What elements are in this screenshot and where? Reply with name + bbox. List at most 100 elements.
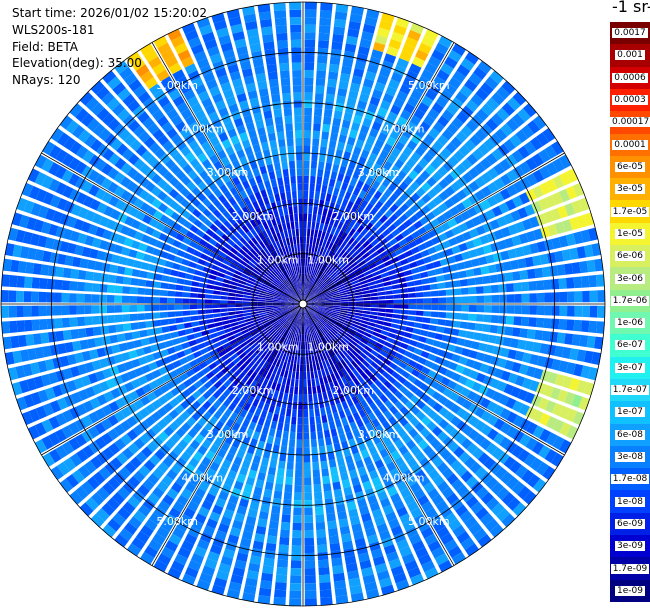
range-gate xyxy=(532,255,542,266)
range-gate xyxy=(437,349,447,358)
range-gate xyxy=(303,288,305,297)
range-gate xyxy=(378,577,393,588)
range-gate xyxy=(252,333,261,340)
range-gate xyxy=(202,352,212,360)
range-gate xyxy=(264,419,271,428)
range-gate xyxy=(290,24,302,33)
range-gate xyxy=(292,530,302,538)
range-gate xyxy=(295,228,299,237)
range-gate xyxy=(99,305,107,314)
range-gate xyxy=(171,463,183,475)
range-gate xyxy=(311,285,317,292)
range-gate xyxy=(298,258,301,267)
range-gate xyxy=(538,198,550,211)
range-gate xyxy=(352,368,360,377)
range-gate xyxy=(361,316,370,322)
range-gate xyxy=(355,304,364,307)
range-gate xyxy=(355,309,363,314)
range-gate xyxy=(300,326,302,335)
range-gate xyxy=(218,349,227,357)
range-gate xyxy=(486,195,498,207)
range-gate xyxy=(290,221,295,230)
range-gate xyxy=(217,330,226,336)
range-gate xyxy=(270,339,277,347)
range-gate xyxy=(356,256,364,264)
range-gate xyxy=(432,260,442,268)
range-gate xyxy=(294,310,299,317)
range-gate xyxy=(471,216,482,227)
range-gate xyxy=(494,128,508,142)
range-gate xyxy=(295,145,303,154)
range-gate xyxy=(141,446,153,458)
range-gate xyxy=(240,537,252,548)
range-gate xyxy=(309,259,313,267)
range-gate xyxy=(305,289,309,297)
range-gate xyxy=(491,391,503,403)
range-gate xyxy=(335,281,344,287)
range-gate xyxy=(308,294,316,300)
range-gate xyxy=(307,333,311,342)
range-gate xyxy=(305,310,310,319)
range-gate xyxy=(365,386,374,396)
range-gate xyxy=(304,62,315,71)
range-gate xyxy=(242,592,256,602)
range-gate xyxy=(434,225,444,235)
range-gate xyxy=(404,208,414,218)
range-gate xyxy=(571,262,581,274)
range-gate xyxy=(312,130,321,139)
range-gate xyxy=(547,372,558,385)
range-gate xyxy=(328,63,340,73)
range-gate xyxy=(361,389,369,399)
range-gate xyxy=(227,470,237,480)
range-gate xyxy=(274,406,281,415)
range-gate xyxy=(376,320,385,325)
range-gate xyxy=(122,323,132,332)
range-gate xyxy=(356,354,365,363)
range-gate xyxy=(357,45,370,56)
range-gate xyxy=(291,371,296,379)
range-gate xyxy=(73,377,84,390)
range-gate xyxy=(392,289,401,294)
range-gate xyxy=(233,405,242,415)
range-gate xyxy=(327,520,338,530)
range-gate xyxy=(523,141,537,155)
range-gate xyxy=(315,85,325,94)
range-gate xyxy=(54,279,63,290)
range-gate xyxy=(280,304,288,307)
range-gate xyxy=(404,350,414,359)
range-gate xyxy=(243,312,252,317)
range-gate xyxy=(269,140,278,149)
range-gate xyxy=(536,241,547,253)
range-gate xyxy=(506,426,518,439)
range-gate xyxy=(333,305,341,308)
range-gate xyxy=(454,346,464,355)
range-gate xyxy=(331,557,343,567)
range-gate xyxy=(314,339,319,347)
range-gate xyxy=(157,418,168,430)
range-gate xyxy=(318,445,326,455)
range-gate xyxy=(273,310,282,314)
range-gate xyxy=(122,276,132,285)
range-gate xyxy=(259,385,266,394)
range-gate xyxy=(591,351,601,365)
range-gate xyxy=(293,394,298,402)
range-gate xyxy=(533,368,544,380)
range-gate xyxy=(296,326,300,334)
range-gate xyxy=(314,229,319,238)
range-gate xyxy=(65,474,79,488)
range-gate xyxy=(261,572,273,582)
range-gate xyxy=(225,501,237,512)
range-gate xyxy=(362,359,370,368)
range-gate xyxy=(340,385,347,394)
range-gate xyxy=(417,102,430,114)
range-gate xyxy=(278,460,286,470)
range-gate xyxy=(229,284,238,290)
range-gate xyxy=(219,414,229,424)
range-gate xyxy=(37,389,49,403)
range-gate xyxy=(304,17,317,25)
range-gate xyxy=(385,290,393,295)
range-gate xyxy=(464,219,475,230)
range-gate xyxy=(320,460,328,470)
range-gate xyxy=(597,305,605,318)
range-gate xyxy=(283,392,289,401)
